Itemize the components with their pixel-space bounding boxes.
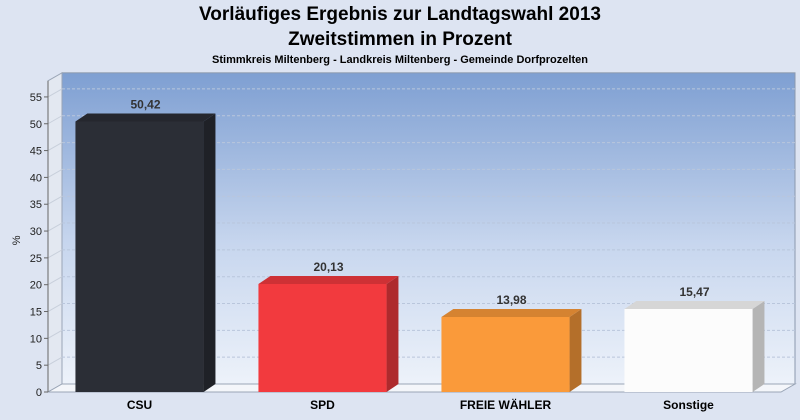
- bar-front: [75, 121, 204, 392]
- bar-value-label: 20,13: [313, 260, 343, 274]
- bar-value-label: 15,47: [679, 285, 709, 299]
- bar-front: [441, 316, 570, 392]
- bar-side: [386, 276, 399, 392]
- x-tick-label: Sonstige: [663, 398, 714, 412]
- bar-1: [258, 276, 399, 392]
- bar-side: [203, 113, 216, 392]
- x-tick-label: SPD: [310, 398, 335, 412]
- x-tick-label: FREIE WÄHLER: [460, 397, 552, 412]
- y-tick-label: 20: [30, 280, 42, 292]
- chart-title-line-2: Zweitstimmen in Prozent: [288, 29, 512, 50]
- chart-subtitle: Stimmkreis Miltenberg - Landkreis Milten…: [212, 54, 588, 66]
- y-tick-label: 35: [30, 199, 42, 211]
- bar-0: [75, 113, 216, 392]
- y-tick-label: 45: [30, 146, 42, 158]
- bar-value-label: 50,42: [130, 97, 160, 111]
- y-tick-label: 55: [30, 92, 42, 104]
- grid-line-side: [47, 329, 63, 339]
- grid-line-side: [47, 142, 63, 152]
- grid-line-side: [47, 222, 63, 232]
- bar-value-label: 13,98: [496, 293, 526, 307]
- grid-line-side: [47, 276, 63, 286]
- y-tick-label: 40: [30, 172, 42, 184]
- bar-3: [624, 301, 765, 392]
- grid-line-side: [47, 195, 63, 205]
- y-tick-label: 5: [36, 360, 42, 372]
- grid-line-side: [47, 303, 63, 312]
- y-tick-label: 50: [30, 119, 42, 131]
- grid-line-side: [47, 88, 63, 98]
- grid-line-side: [47, 249, 63, 259]
- grid-line-side: [47, 168, 63, 178]
- grid-line-side: [47, 115, 63, 125]
- bar-front: [258, 284, 387, 392]
- bar-side: [752, 301, 765, 392]
- y-tick-label: 15: [30, 307, 42, 319]
- plot-side-wall: [47, 71, 63, 393]
- bar-side: [569, 308, 582, 392]
- bar-top: [441, 308, 582, 317]
- y-tick-label: 25: [30, 253, 42, 265]
- y-tick-label: 30: [30, 226, 42, 238]
- y-tick-label: 10: [30, 333, 42, 345]
- chart-title-line-1: Vorläufiges Ergebnis zur Landtagswahl 20…: [199, 4, 601, 25]
- grid-line-side: [47, 356, 63, 366]
- bar-2: [441, 308, 582, 392]
- bar-top: [75, 113, 216, 122]
- bar-front: [624, 309, 753, 392]
- y-tick-label: 0: [36, 387, 42, 399]
- bar-top: [624, 301, 765, 310]
- bar-top: [258, 276, 399, 285]
- x-tick-label: CSU: [127, 398, 152, 412]
- y-axis-label: %: [11, 235, 23, 245]
